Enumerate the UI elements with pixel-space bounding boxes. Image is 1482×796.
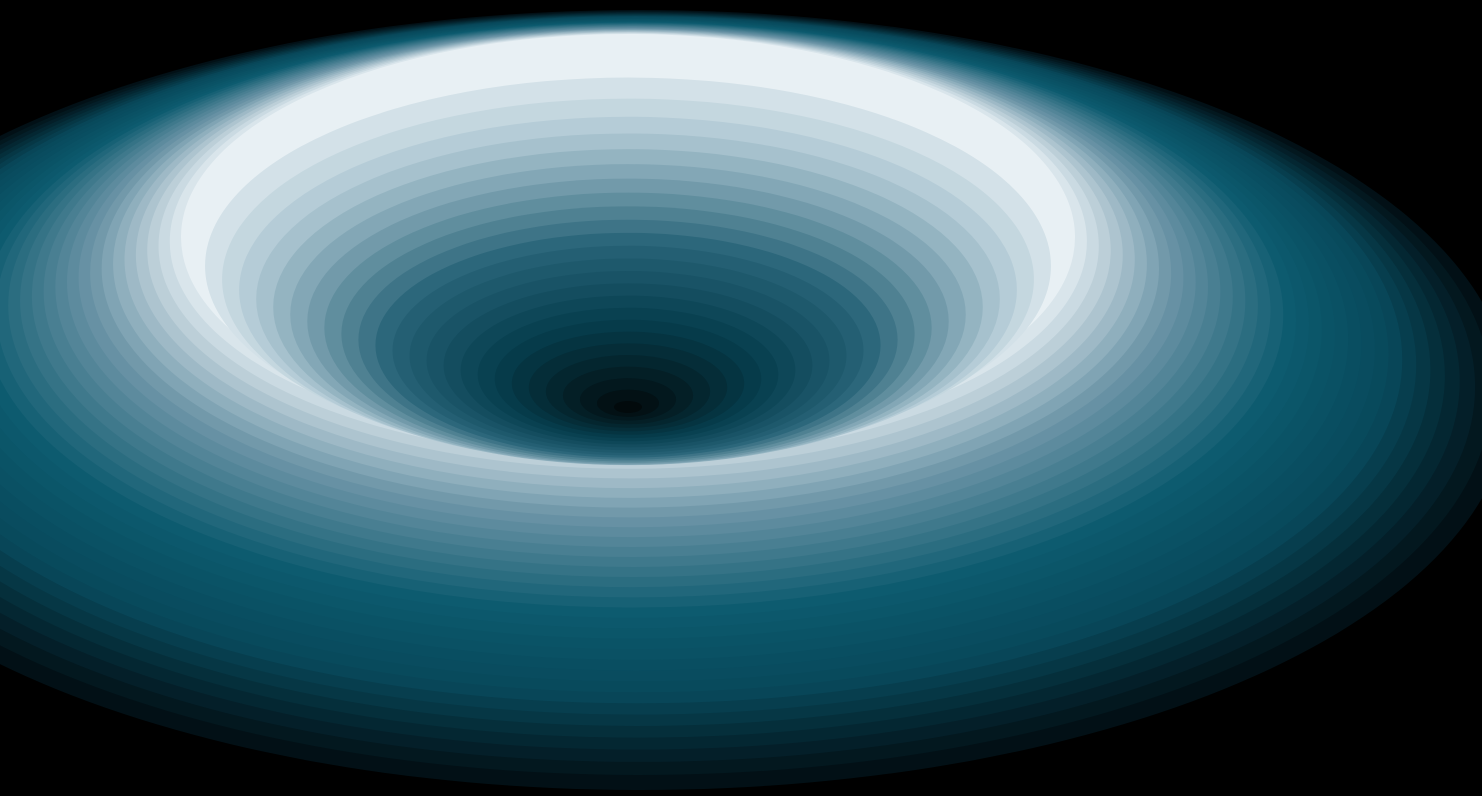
- ring: [614, 401, 642, 413]
- rings: [0, 10, 1482, 790]
